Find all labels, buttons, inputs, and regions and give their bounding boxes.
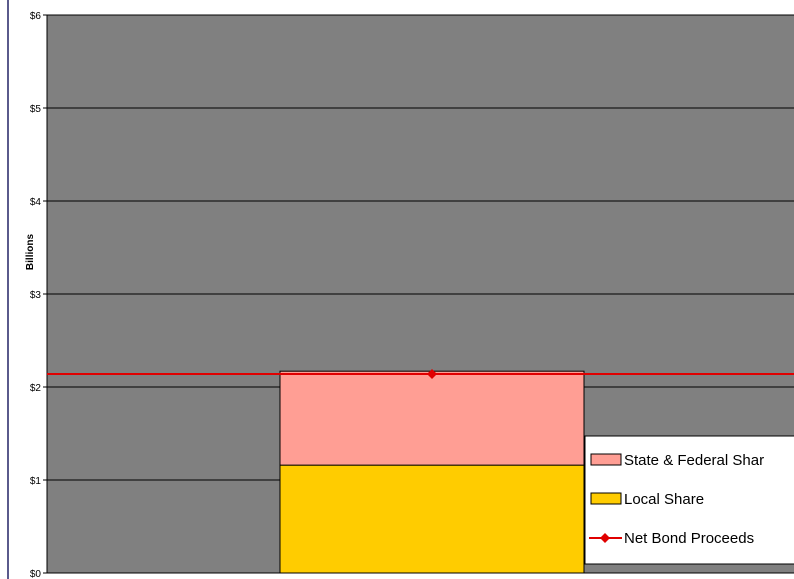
y-tick-label: $1 bbox=[30, 476, 42, 487]
frame-border bbox=[7, 0, 9, 579]
legend-net-bond-proceeds-label: Net Bond Proceeds bbox=[624, 530, 754, 547]
y-tick-label: $5 bbox=[30, 104, 42, 115]
legend-state-federal-share-label: State & Federal Shar bbox=[624, 452, 764, 469]
legend-net-bond-proceeds-marker bbox=[600, 533, 610, 543]
plot-area: $0 $1 $2 $3 $4 $5 $6 State & Federal Shar Local … bbox=[30, 11, 794, 579]
legend-local-share-label: Local Share bbox=[624, 491, 704, 508]
y-tick-label: $2 bbox=[30, 383, 42, 394]
y-tick-label: $6 bbox=[30, 11, 42, 22]
legend-state-federal-share-swatch bbox=[590, 453, 622, 466]
legend-local-share-swatch bbox=[590, 492, 622, 505]
y-axis-title: Billions bbox=[25, 234, 36, 271]
y-tick-label: $4 bbox=[30, 197, 42, 208]
bar-segment-local-share bbox=[279, 464, 585, 574]
net-bond-proceeds-marker bbox=[427, 368, 437, 379]
y-tick-label: $3 bbox=[30, 290, 42, 301]
y-tick-label: $0 bbox=[30, 569, 42, 579]
bar-segment-state-federal-share bbox=[279, 370, 585, 466]
